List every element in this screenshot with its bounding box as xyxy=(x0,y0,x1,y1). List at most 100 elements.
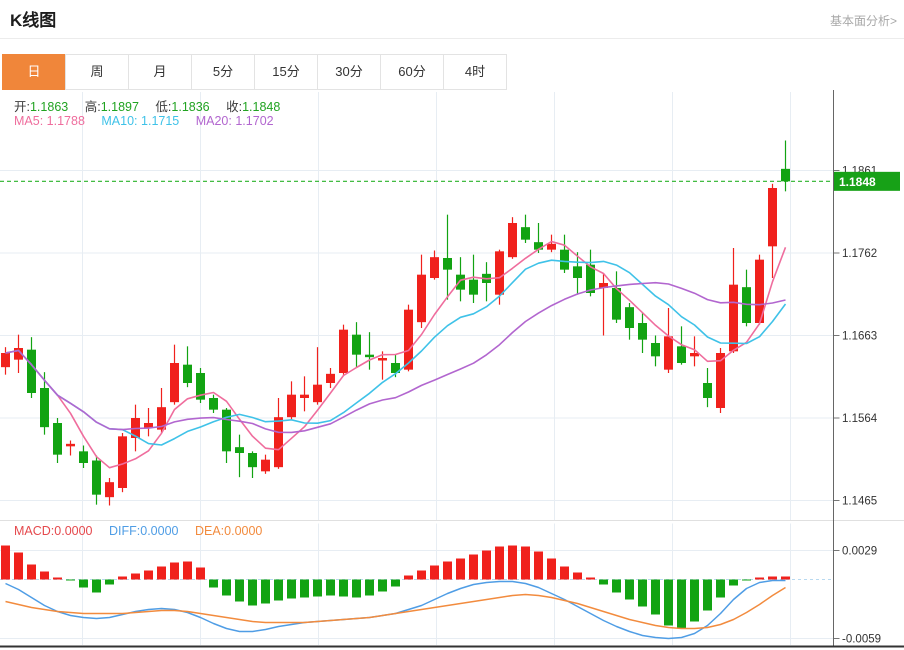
candle-body xyxy=(547,243,556,250)
candle-body xyxy=(157,407,166,430)
macd-tick-label: 0.0029 xyxy=(842,546,877,558)
candle-wick xyxy=(550,234,553,253)
macd-bar xyxy=(53,577,62,580)
tab-15分[interactable]: 15分 xyxy=(254,54,318,90)
candle-body xyxy=(300,394,309,398)
macd-bar xyxy=(339,579,348,597)
macd-bar xyxy=(469,554,478,580)
macd-bar xyxy=(521,546,530,580)
macd-bar xyxy=(144,570,153,580)
macd-bar xyxy=(105,579,114,585)
low-value: 1.1836 xyxy=(171,100,210,114)
candle-wick xyxy=(693,336,696,367)
candle-body xyxy=(417,274,426,323)
tab-月[interactable]: 月 xyxy=(128,54,192,90)
price-tick-label: 1.1663 xyxy=(842,331,877,343)
candle-wick xyxy=(472,254,475,303)
candle-wick xyxy=(147,408,150,437)
low-label: 低: xyxy=(155,100,172,114)
macd-bar xyxy=(183,561,192,580)
macd-bar xyxy=(365,579,374,596)
close-value: 1.1848 xyxy=(242,100,281,114)
candle-body xyxy=(677,346,686,363)
fundamental-analysis-link[interactable]: 基本面分析> xyxy=(829,14,897,28)
macd-bar xyxy=(703,579,712,611)
candle-body xyxy=(521,227,530,240)
candle-wick xyxy=(69,440,72,456)
tab-60分[interactable]: 60分 xyxy=(380,54,444,90)
candle-body xyxy=(313,384,322,403)
candle-body xyxy=(378,358,387,361)
macd-bar xyxy=(170,562,179,580)
candle-body xyxy=(755,259,764,323)
candle-body xyxy=(170,363,179,403)
candle-body xyxy=(287,394,296,418)
tab-周[interactable]: 周 xyxy=(65,54,129,90)
dea-line xyxy=(5,586,786,630)
macd-bar xyxy=(729,579,738,586)
macd-bar xyxy=(248,579,257,606)
candle-body xyxy=(768,188,777,247)
tab-4时[interactable]: 4时 xyxy=(443,54,507,90)
macd-bar xyxy=(92,579,101,593)
diff-label: DIFF: xyxy=(109,524,141,538)
ma5-value: 1.1788 xyxy=(46,114,85,128)
header-divider xyxy=(0,38,904,39)
macd-bar xyxy=(196,567,205,580)
candle-body xyxy=(690,353,699,357)
dea-label: DEA: xyxy=(194,524,225,538)
macd-bar xyxy=(781,576,790,580)
macd-value: 0.0000 xyxy=(54,524,93,538)
candle-body xyxy=(716,353,725,408)
macd-bar xyxy=(768,576,777,580)
macd-bar xyxy=(443,561,452,580)
candle-body xyxy=(586,264,595,293)
macd-bar xyxy=(274,579,283,601)
tab-30分[interactable]: 30分 xyxy=(317,54,381,90)
candle-body xyxy=(339,329,348,373)
candle-body xyxy=(391,363,400,373)
high-value: 1.1897 xyxy=(100,100,139,114)
macd-bar xyxy=(456,558,465,580)
candle-body xyxy=(183,364,192,383)
tab-5分[interactable]: 5分 xyxy=(191,54,255,90)
ma20-value: 1.1702 xyxy=(235,114,274,128)
current-price-text: 1.1848 xyxy=(839,175,876,189)
ma10-value: 1.1715 xyxy=(141,114,180,128)
candle-body xyxy=(573,266,582,278)
candle-body xyxy=(222,409,231,452)
macd-bar xyxy=(404,575,413,580)
candle-body xyxy=(248,453,257,468)
macd-bar xyxy=(118,576,127,580)
candle-body xyxy=(144,423,153,428)
candle-body xyxy=(703,383,712,398)
macd-tick-label: -0.0059 xyxy=(842,634,881,646)
page-title: K线图 xyxy=(10,11,57,30)
macd-bar xyxy=(352,579,361,598)
macd-bar xyxy=(716,579,725,598)
candle-body xyxy=(274,417,283,468)
price-tick-label: 1.1564 xyxy=(842,413,878,425)
tab-日[interactable]: 日 xyxy=(2,54,66,90)
ma10-line xyxy=(5,259,787,446)
macd-bar xyxy=(638,579,647,607)
candle-body xyxy=(534,242,543,250)
candle-body xyxy=(209,398,218,410)
candle-wick xyxy=(602,273,605,336)
macd-bar xyxy=(300,579,309,598)
macd-bar xyxy=(690,579,699,622)
macd-bar xyxy=(391,579,400,587)
macd-bar xyxy=(378,579,387,592)
macd-bar xyxy=(482,550,491,580)
price-tick-label: 1.1762 xyxy=(842,248,877,260)
macd-bar xyxy=(560,566,569,580)
macd-bar xyxy=(677,579,686,629)
current-price-badge xyxy=(834,171,900,191)
candle-wick xyxy=(784,140,787,192)
macd-bar xyxy=(599,579,608,585)
macd-bar xyxy=(14,552,23,580)
candle-body xyxy=(612,288,621,320)
candle-body xyxy=(235,447,244,453)
candle-wick xyxy=(238,434,241,478)
